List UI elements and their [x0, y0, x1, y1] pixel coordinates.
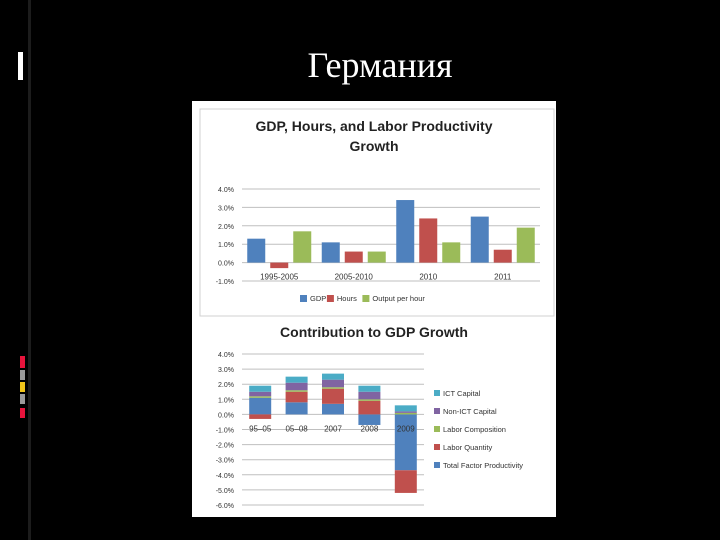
chart2-legend-label: ICT Capital: [443, 389, 481, 398]
chart2-legend-swatch: [434, 444, 440, 450]
chart1-bar: [470, 216, 489, 263]
chart2-bar-segment: [358, 414, 381, 425]
slide-title: Германия: [307, 45, 453, 85]
accent-mark-yellow: [20, 382, 25, 392]
chart2-category-label: 05–08: [285, 424, 308, 433]
chart2-ytick-label: -4.0%: [216, 473, 234, 480]
chart1-bar: [442, 242, 461, 263]
chart2-legend-swatch: [434, 390, 440, 396]
chart2-bar-segment: [322, 403, 344, 415]
chart2-category-label: 2007: [324, 424, 342, 433]
chart2-bar-segment: [249, 385, 272, 392]
chart-growth: GDP, Hours, and Labor Productivity Growth…: [216, 118, 540, 303]
chart2-bar-segment: [249, 414, 272, 419]
chart2-bar-segment: [285, 376, 308, 383]
chart2-bar-segment: [358, 385, 381, 392]
chart1-legend-swatch: [326, 295, 334, 302]
chart1-legend-label: Hours: [337, 294, 357, 303]
chart1-bar: [270, 262, 289, 269]
chart2-ytick-label: -5.0%: [216, 488, 234, 495]
chart2-category-label: 95–05: [249, 424, 272, 433]
chart2-bar-segment: [322, 379, 344, 388]
chart2-ytick-label: -3.0%: [216, 458, 234, 465]
chart2-ytick-label: -2.0%: [216, 443, 234, 450]
chart2-bar-segment: [322, 388, 344, 404]
chart1-ytick-label: 1.0%: [218, 242, 234, 249]
chart2-legend-swatch: [434, 408, 440, 414]
chart1-bar: [367, 251, 386, 263]
chart2-bar-segment: [322, 387, 344, 389]
chart2-ytick-label: -6.0%: [216, 503, 234, 510]
chart2-bar-segment: [285, 390, 308, 392]
chart2-ytick-label: 2.0%: [218, 382, 234, 389]
accent-mark-red-1: [20, 356, 25, 368]
chart1-ytick-label: -1.0%: [216, 279, 234, 286]
chart2-bar-segment: [394, 411, 417, 413]
chart2-bar-segment: [394, 414, 417, 471]
chart2-bar-segment: [249, 397, 272, 415]
chart2-legend-swatch: [434, 462, 440, 468]
chart1-title-line1: GDP, Hours, and Labor Productivity: [255, 118, 492, 134]
chart-card: GDP, Hours, and Labor Productivity Growth…: [192, 101, 556, 517]
chart2-bar-segment: [322, 373, 344, 380]
left-sidebar-bar: [0, 0, 30, 540]
chart2-bar-segment: [358, 400, 381, 415]
chart1-category-label: 2010: [419, 273, 437, 282]
chart1-bar: [321, 242, 340, 263]
chart2-ytick-label: 0.0%: [218, 412, 234, 419]
chart2-legend-swatch: [434, 426, 440, 432]
chart2-bar-segment: [285, 402, 308, 415]
chart2-bar-segment: [249, 391, 272, 397]
chart1-legend-swatch: [362, 295, 370, 302]
chart1-ytick-label: 0.0%: [218, 261, 234, 268]
chart1-category-label: 1995-2005: [260, 273, 299, 282]
chart1-legend-swatch: [300, 295, 307, 302]
chart1-category-label: 2011: [494, 273, 512, 282]
charts-svg: GDP, Hours, and Labor Productivity Growth…: [199, 108, 555, 510]
chart2-bar-segment: [394, 470, 417, 493]
chart1-category-label: 2005-2010: [335, 273, 374, 282]
chart2-bar-segment: [394, 405, 417, 412]
chart-contribution: Contribution to GDP Growth 4.0% 3.0% 2.0% 1.…: [216, 324, 524, 510]
chart1-bar: [516, 227, 535, 263]
chart2-legend-label: Non-ICT Capital: [443, 407, 497, 416]
chart2-bar-segment: [285, 391, 308, 403]
accent-mark-gray-2: [20, 394, 25, 404]
chart2-category-label: 2009: [397, 424, 415, 433]
chart1-bar: [419, 218, 438, 263]
chart1-bar: [344, 251, 363, 263]
chart1-legend-label: Output per hour: [372, 294, 425, 303]
chart1-ytick-label: 2.0%: [218, 224, 234, 231]
chart1-bar: [493, 249, 512, 263]
chart2-title: Contribution to GDP Growth: [280, 324, 468, 340]
chart1-title-line2: Growth: [350, 138, 399, 154]
chart2-bar-segment: [249, 396, 272, 398]
accent-mark-gray-1: [20, 370, 25, 380]
chart1-ytick-label: 4.0%: [218, 187, 234, 194]
chart2-bar-segment: [358, 399, 381, 401]
chart2-bar-segment: [358, 391, 381, 400]
chart2-legend-label: Labor Quantity: [443, 443, 492, 452]
frame-divider-line: [28, 0, 31, 540]
chart1-bar: [293, 231, 312, 263]
accent-mark-gray: [18, 52, 23, 80]
chart2-ytick-label: 3.0%: [218, 367, 234, 374]
chart2-bar-segment: [285, 382, 308, 391]
chart2-bar-segment: [394, 412, 417, 415]
chart1-ytick-label: 3.0%: [218, 205, 234, 212]
chart1-bar: [396, 200, 415, 263]
chart2-legend-label: Labor Composition: [443, 425, 506, 434]
chart1-bar: [247, 238, 266, 263]
chart1-legend-label: GDP: [310, 294, 326, 303]
chart2-ytick-label: 4.0%: [218, 352, 234, 359]
chart2-ytick-label: -1.0%: [216, 428, 234, 435]
chart2-category-label: 2008: [361, 424, 379, 433]
chart2-ytick-label: 1.0%: [218, 397, 234, 404]
chart2-legend-label: Total Factor Productivity: [443, 461, 523, 470]
accent-mark-red-2: [20, 408, 25, 418]
